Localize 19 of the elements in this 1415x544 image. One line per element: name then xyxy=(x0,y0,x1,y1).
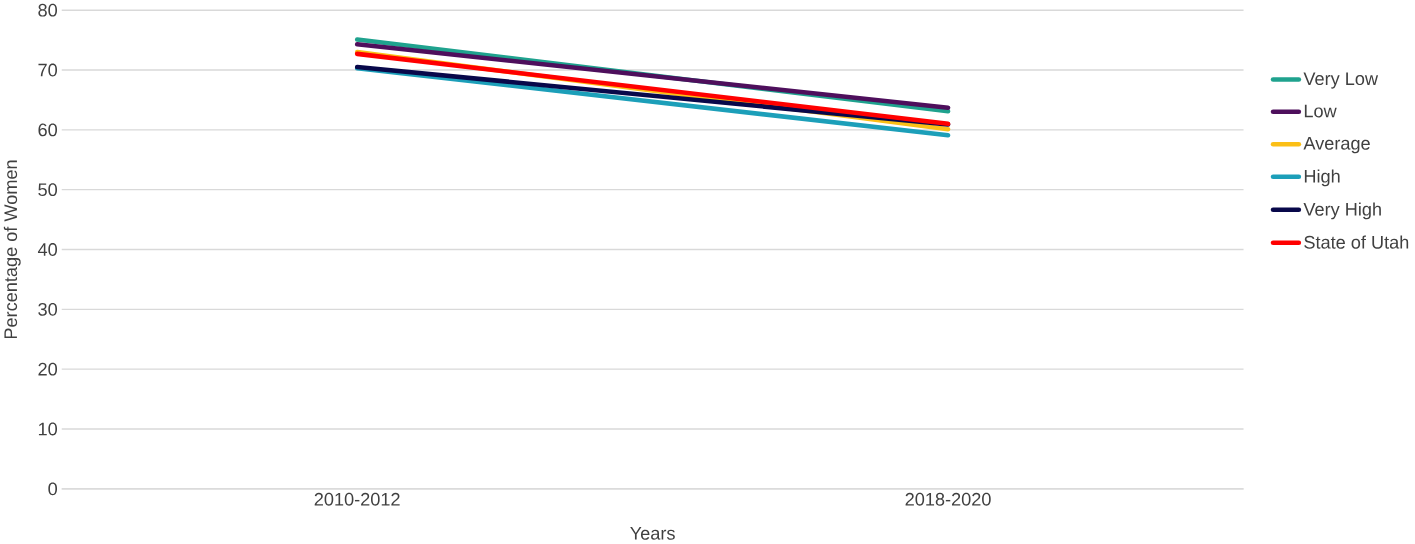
legend-label: Very Low xyxy=(1303,72,1379,89)
y-tick-label: 40 xyxy=(37,243,58,257)
y-tick-label: 20 xyxy=(38,362,58,376)
y-tick-label: 30 xyxy=(38,303,58,316)
x-tick-label: 2018-2020 xyxy=(905,493,991,506)
y-tick-label: 0 xyxy=(48,482,58,496)
x-tick-label: 2010-2012 xyxy=(314,493,400,506)
y-tick-label: 50 xyxy=(38,183,58,197)
legend-label: State of Utah xyxy=(1304,235,1409,249)
y-tick-label: 60 xyxy=(38,123,58,137)
legend-label: Very High xyxy=(1303,202,1381,220)
x-axis-title: Years xyxy=(630,527,675,540)
legend-label: Low xyxy=(1304,104,1337,118)
y-tick-label: 80 xyxy=(38,4,58,17)
legend-label: Average xyxy=(1303,137,1370,154)
legend-label: High xyxy=(1304,169,1340,187)
y-axis-title: Percentage of Women xyxy=(3,160,21,339)
y-tick-label: 10 xyxy=(38,422,58,436)
y-tick-label: 70 xyxy=(38,63,58,77)
